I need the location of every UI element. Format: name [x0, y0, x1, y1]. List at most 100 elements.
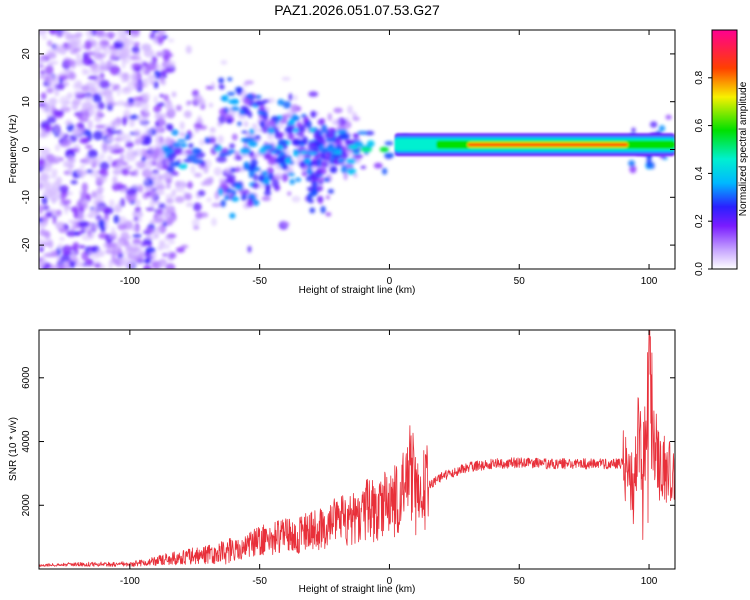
spectrogram-blob-814: [123, 101, 133, 108]
spectrogram-blob-699: [151, 161, 157, 166]
spectrogram-blob-1465: [180, 142, 188, 148]
spectrogram-blob-724: [81, 85, 90, 93]
spectrogram-blob-418: [93, 130, 103, 141]
spectrogram-blob-228: [162, 68, 172, 74]
spectrogram-blob-610: [141, 156, 146, 163]
spectrogram-blob-1313: [250, 158, 258, 168]
spectrogram-blob-1350: [327, 188, 334, 194]
spectrogram-blob-635: [58, 185, 69, 193]
spectrogram-blob-1312: [257, 110, 263, 115]
spectrogram-blob-1209: [237, 121, 242, 126]
spectrogram-blob-868: [108, 120, 119, 131]
snr-series-line: [39, 330, 675, 567]
spectrogram-blob-269: [168, 239, 176, 245]
spectrogram-blob-459: [143, 123, 148, 129]
spectrogram-blob-891: [126, 154, 136, 162]
spectrogram-blob-530: [46, 87, 54, 94]
spectrogram-blob-533: [153, 105, 162, 113]
ridge-layer-5: [467, 143, 629, 147]
spectrogram-blob-737: [55, 83, 65, 91]
spectrogram-blob-894: [162, 253, 169, 257]
spectrogram-blob-630: [78, 137, 89, 144]
spectrogram-blob-835: [110, 149, 121, 154]
spectrogram-blob-753: [54, 144, 61, 152]
spectrogram-blob-870: [98, 219, 106, 229]
spectrogram-blob-1352: [323, 177, 330, 183]
spectrogram-blob-841: [95, 205, 106, 211]
spectrogram-blob-773: [157, 209, 163, 216]
spectrogram-blob-426: [53, 193, 61, 202]
spectrogram-blob-1474: [166, 153, 176, 161]
spectrogram-blob-211: [52, 216, 57, 225]
spectrogram-blob-925: [254, 128, 264, 133]
spectrogram-blob-1299: [226, 91, 236, 96]
spectrogram-blob-1447: [360, 165, 367, 170]
spectrogram-blob-521: [94, 114, 101, 122]
spectrogram-blob-450: [49, 60, 59, 65]
spectrogram-blob-624: [42, 161, 54, 167]
spectrogram-blob-650: [87, 75, 98, 80]
spectrogram-blob-730: [90, 87, 99, 92]
spectrogram-blob-380: [109, 199, 115, 208]
spectrogram-blob-1495: [326, 146, 338, 153]
spectrogram-blob-543: [116, 182, 123, 190]
spectrogram-blob-701: [136, 160, 146, 169]
spectrogram-blob-1096: [175, 185, 185, 193]
spectrogram-blob-1020: [192, 202, 202, 212]
spectrogram-blob-1442: [188, 143, 194, 149]
spectrogram-blob-38: [39, 246, 44, 253]
figure-title: PAZ1.2026.051.07.53.G27: [274, 2, 440, 18]
spectrogram-blob-1477: [239, 147, 250, 155]
spectrogram-blob-1126: [198, 212, 209, 218]
spectrogram-blob-1389: [346, 158, 357, 165]
spectrogram-blob-819: [72, 128, 84, 136]
spectrogram-blob-889: [132, 96, 144, 102]
spectrogram-blob-1051: [247, 245, 252, 253]
spectrogram-blob-797: [51, 168, 58, 176]
spectrogram-blob-604: [97, 111, 103, 116]
spectrogram-blob-892: [142, 108, 149, 113]
spectrogram-blob-1473: [384, 152, 395, 158]
spectrogram-blob-587: [157, 217, 166, 223]
spectrogram-blob-1421: [298, 139, 306, 144]
spectrogram-blob-821: [68, 38, 76, 47]
spectrogram-blob-741: [53, 44, 64, 54]
spectrogram-blob-1140: [193, 94, 203, 103]
spectrogram-blob-988: [208, 102, 214, 108]
spectrogram-blob-877: [84, 40, 92, 50]
spectrogram-blob-1199: [319, 153, 326, 160]
spectrogram-blob-1082: [211, 202, 222, 208]
spectrogram-blob-1509: [650, 121, 658, 128]
spectrogram-blob-882: [88, 231, 95, 239]
spectrogram-blob-786: [142, 259, 152, 264]
snr-x-tick-label-0: -100: [120, 576, 140, 587]
spectrogram-blob-257: [121, 87, 132, 95]
spectrogram-blob-1259: [249, 128, 255, 135]
spectrogram-blob-564: [72, 242, 80, 250]
spectrogram-blob-731: [80, 164, 86, 169]
spectrogram-blob-134: [129, 117, 135, 128]
spectrogram-blob-779: [134, 199, 141, 207]
spectrogram-blob-1251: [219, 84, 225, 90]
spectrogram-blob-1435: [281, 163, 289, 171]
spectrogram-blob-1365: [325, 212, 332, 217]
spectrogram-blob-1287: [229, 212, 236, 219]
spectrogram-blob-830: [157, 30, 168, 33]
spectrogram-blobs: [39, 30, 672, 269]
spectrogram-blob-419: [149, 80, 155, 85]
snr-x-label: Height of straight line (km): [299, 584, 416, 595]
spectrogram-blob-321: [154, 200, 162, 205]
spectrogram-blob-1171: [317, 118, 325, 126]
spectrogram-blob-1284: [289, 178, 296, 185]
spectrogram-blob-700: [109, 65, 121, 76]
spectrogram-blob-787: [82, 157, 91, 165]
spectrogram-blob-998: [179, 121, 185, 130]
spectrogram-blob-642: [155, 160, 163, 170]
spectrogram-blob-1273: [243, 96, 251, 105]
spectrogram-blob-1466: [318, 147, 330, 153]
spectrogram-blob-1479: [204, 137, 211, 143]
spectrogram-blob-796: [48, 186, 57, 192]
spectrogram-blob-895: [164, 104, 173, 110]
spectrogram-blob-1457: [170, 171, 179, 176]
